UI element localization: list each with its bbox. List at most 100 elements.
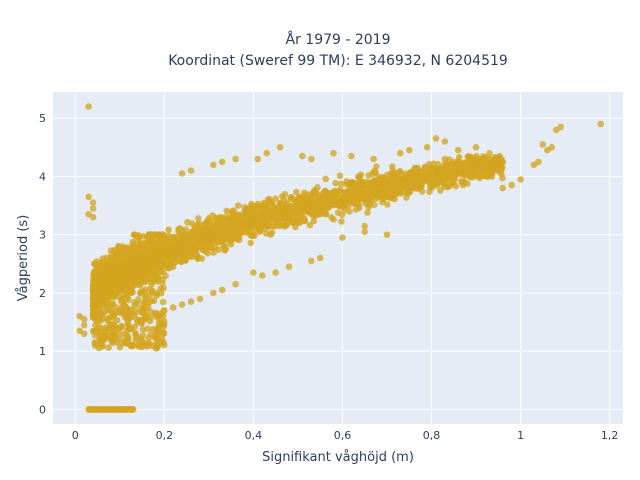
data-point [452,182,460,190]
data-point [383,171,391,179]
data-point [343,199,351,206]
data-point [182,238,190,246]
data-point [475,166,483,173]
outlier-point [85,193,92,201]
data-point [135,252,143,260]
data-point [112,257,120,265]
data-point [138,242,146,250]
data-point [102,324,109,332]
data-point [363,182,371,190]
x-tick-label: 0 [72,429,79,442]
outlier-point [544,146,551,154]
outlier-point [454,146,462,154]
data-point [165,236,172,244]
outlier-point [535,158,542,166]
outlier-point [263,149,271,157]
data-point [97,284,104,291]
x-tick-label: 1 [517,429,524,442]
data-point [145,231,153,238]
outlier-point [397,149,404,157]
data-point [129,238,136,246]
data-point [272,223,279,230]
data-point [89,282,97,290]
outlier-point [499,184,507,192]
outlier-point [250,269,257,276]
outlier-point [187,298,195,306]
data-point [308,207,315,214]
data-point [434,160,442,168]
data-point [139,332,147,339]
data-point [380,194,388,202]
outlier-point [98,266,106,273]
data-point [200,221,208,229]
data-point [427,173,434,181]
data-point [112,252,120,259]
data-point [446,156,453,163]
data-point [358,191,365,198]
data-point [460,169,467,177]
data-point [222,245,230,253]
data-point [192,233,199,241]
data-point [293,219,301,226]
data-point [395,178,403,186]
data-point [122,312,129,320]
data-point [160,341,168,349]
data-point [104,277,112,284]
data-point [109,313,117,321]
data-point [108,300,116,308]
data-point [324,189,331,197]
data-point [322,175,330,183]
y-tick-label: 0 [39,403,46,416]
outlier-point [89,213,97,221]
data-point [142,272,149,279]
data-point [159,275,166,283]
data-point [207,242,214,250]
outlier-point [276,144,284,151]
data-point [371,168,379,176]
data-point [334,209,342,216]
outlier-point [285,263,293,271]
data-point [127,342,135,349]
data-point [389,163,396,170]
outlier-point [85,103,92,110]
data-point [116,272,123,280]
outlier-point [152,310,159,317]
data-point [140,299,148,306]
data-point [223,207,230,215]
data-point [301,189,308,197]
outlier-point [383,231,391,238]
outlier-point [107,254,115,262]
data-point [116,343,124,351]
data-point [231,220,238,227]
data-point [212,234,220,242]
data-point [124,270,131,278]
data-point [99,255,107,262]
x-tick-labels: 0 0,2 0,4 0,6 0,8 1 1,2 [72,429,619,442]
data-point [336,172,344,179]
data-point [219,228,227,235]
zero-band-point [129,406,137,413]
data-point [171,237,178,245]
data-point [285,214,293,221]
outlier-point [80,315,88,323]
data-point [159,268,167,275]
data-point [459,181,467,189]
data-point [201,228,209,235]
outlier-point [103,260,110,268]
outlier-point [80,321,88,329]
x-tick-label: 0,6 [334,429,352,442]
data-point [449,165,457,172]
data-point [189,238,197,246]
outlier-point [339,234,346,241]
data-point [177,244,185,251]
data-point [406,186,414,194]
data-point [117,267,124,275]
data-point [158,334,166,342]
outlier-point [316,254,324,262]
data-point [110,263,118,270]
outlier-point [178,170,186,177]
data-point [146,317,154,325]
data-point [348,195,355,202]
data-point [235,202,242,209]
x-tick-label: 0,2 [156,429,174,442]
